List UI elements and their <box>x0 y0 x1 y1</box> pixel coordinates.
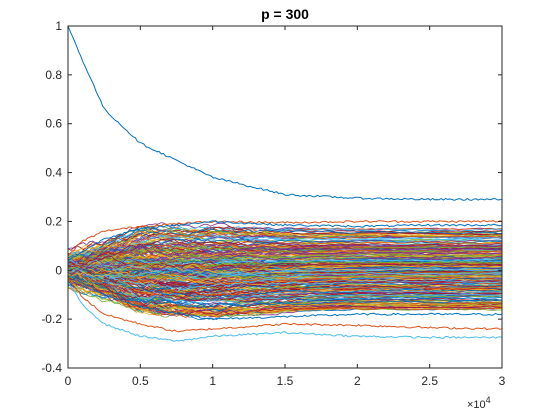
x-axis-exponent: ×104 <box>467 395 491 411</box>
series-line <box>67 270 503 284</box>
series-line <box>67 265 503 283</box>
chart-title: p = 300 <box>261 6 309 22</box>
highlighted-series-line <box>67 219 503 256</box>
x-tick-label: 0.5 <box>132 374 149 388</box>
series-line <box>67 245 503 261</box>
y-tick-label: 1 <box>55 19 62 33</box>
y-tick-label: -0.2 <box>41 312 62 326</box>
series-line <box>67 259 503 271</box>
series-line <box>67 255 503 268</box>
series-line <box>67 276 502 301</box>
series-line <box>67 229 503 273</box>
series-line <box>67 238 503 260</box>
series-line <box>67 270 503 291</box>
series-line <box>67 272 503 302</box>
highlighted-series-line <box>67 277 503 333</box>
series-line <box>67 272 503 312</box>
y-tick-label: -0.4 <box>41 361 62 375</box>
x-tick-label: 2 <box>354 374 361 388</box>
y-tick-label: 0.8 <box>45 68 62 82</box>
series-line <box>67 265 503 298</box>
series-line <box>67 249 503 271</box>
x-axis-exponent-base: ×10 <box>467 399 486 411</box>
series-layer <box>67 25 503 343</box>
series-line <box>67 268 502 296</box>
series-line <box>67 228 503 273</box>
series-line <box>67 269 503 308</box>
series-line <box>67 232 502 267</box>
y-tick-label: 0.6 <box>45 117 62 131</box>
series-line <box>67 283 503 311</box>
series-line <box>67 258 503 277</box>
series-line <box>67 263 503 297</box>
series-line <box>67 246 503 264</box>
x-tick-label: 3 <box>499 374 506 388</box>
series-line <box>67 231 503 261</box>
x-axis: 0 0.5 1 1.5 2 2.5 3 <box>65 26 506 388</box>
series-line <box>67 282 503 316</box>
highlighted-series-line <box>67 220 503 261</box>
y-tick-label: 0.4 <box>45 166 62 180</box>
series-line <box>67 253 503 275</box>
highlighted-series-line <box>67 25 503 201</box>
series-line <box>67 249 503 271</box>
y-axis: -0.4 -0.2 0 0.2 0.4 0.6 0.8 1 <box>41 19 502 375</box>
x-tick-label: 2.5 <box>421 374 438 388</box>
series-line <box>67 238 503 268</box>
series-line <box>67 257 503 274</box>
highlighted-series-line <box>67 282 503 343</box>
series-line <box>67 238 503 261</box>
x-tick-label: 0 <box>65 374 72 388</box>
x-axis-exponent-power: 4 <box>486 395 491 405</box>
x-tick-label: 1 <box>209 374 216 388</box>
x-tick-label: 1.5 <box>277 374 294 388</box>
y-tick-label: 0 <box>55 263 62 277</box>
series-line <box>67 279 503 318</box>
series-line <box>67 241 503 272</box>
series-line <box>67 268 503 279</box>
series-line <box>67 263 503 304</box>
y-tick-label: 0.2 <box>45 214 62 228</box>
series-line <box>67 268 503 307</box>
highlighted-series-line <box>67 274 503 321</box>
series-line <box>67 270 503 285</box>
